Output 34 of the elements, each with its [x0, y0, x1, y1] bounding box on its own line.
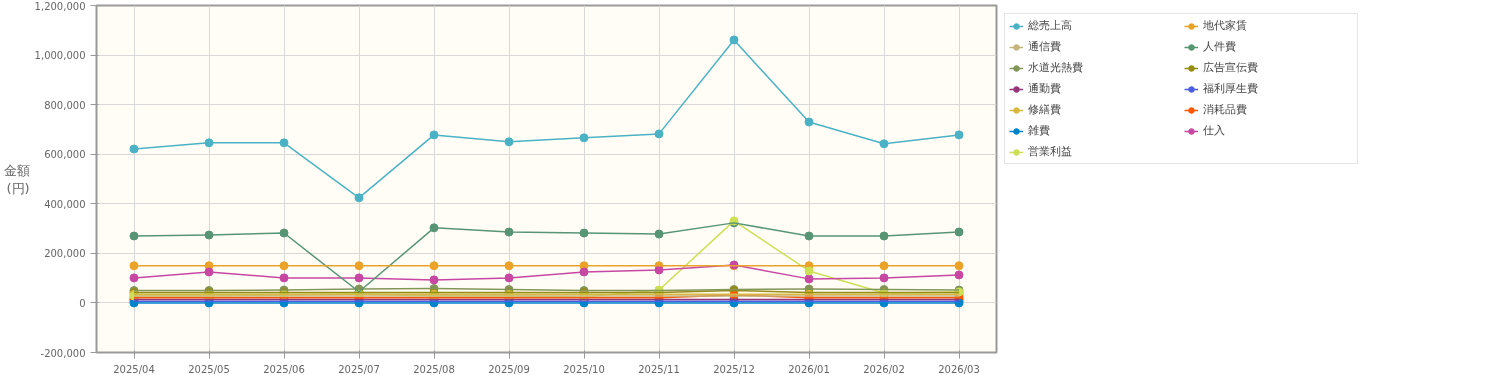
legend-label: 通信費: [1028, 39, 1062, 54]
y-tick-label: 600,000: [44, 149, 86, 161]
y-tick-label: 200,000: [44, 248, 86, 260]
x-tick-label: 2025/06: [263, 363, 305, 375]
x-tick-label: 2026/03: [938, 363, 980, 375]
x-tick-label: 2025/04: [113, 363, 155, 375]
x-tick-label: 2026/01: [788, 363, 830, 375]
legend-label: 地代家賃: [1203, 18, 1248, 33]
legend-label: 修繕費: [1028, 102, 1062, 117]
y-tick-label: -200,000: [40, 347, 86, 359]
legend-label: 雑費: [1028, 123, 1051, 138]
y-tick-label: 800,000: [44, 99, 86, 111]
y-tick-label: 1,000,000: [34, 50, 86, 62]
x-tick-label: 2025/10: [563, 363, 605, 375]
x-tick-label: 2026/02: [863, 363, 905, 375]
legend-label: 消耗品費: [1203, 102, 1248, 117]
y-tick-label: 400,000: [44, 198, 86, 210]
legend-label: 福利厚生費: [1203, 81, 1259, 96]
legend-label: 仕入: [1203, 123, 1226, 138]
legend-label: 営業利益: [1028, 144, 1073, 159]
x-tick-label: 2025/11: [638, 363, 680, 375]
legend-label: 人件費: [1203, 39, 1237, 54]
x-tick-label: 2025/05: [188, 363, 230, 375]
legend-label: 総売上高: [1028, 18, 1073, 33]
x-tick-label: 2025/09: [488, 363, 530, 375]
y-axis-title: 金額 (円): [3, 162, 30, 196]
y-tick-label: 0: [79, 297, 86, 309]
y-tick-label: 1,200,000: [34, 0, 86, 12]
x-tick-label: 2025/07: [338, 363, 380, 375]
legend-label: 広告宣伝費: [1203, 60, 1259, 75]
x-tick-label: 2025/08: [413, 363, 455, 375]
legend-label: 通勤費: [1028, 81, 1062, 96]
x-tick-label: 2025/12: [713, 363, 755, 375]
legend-label: 水道光熱費: [1028, 60, 1084, 75]
